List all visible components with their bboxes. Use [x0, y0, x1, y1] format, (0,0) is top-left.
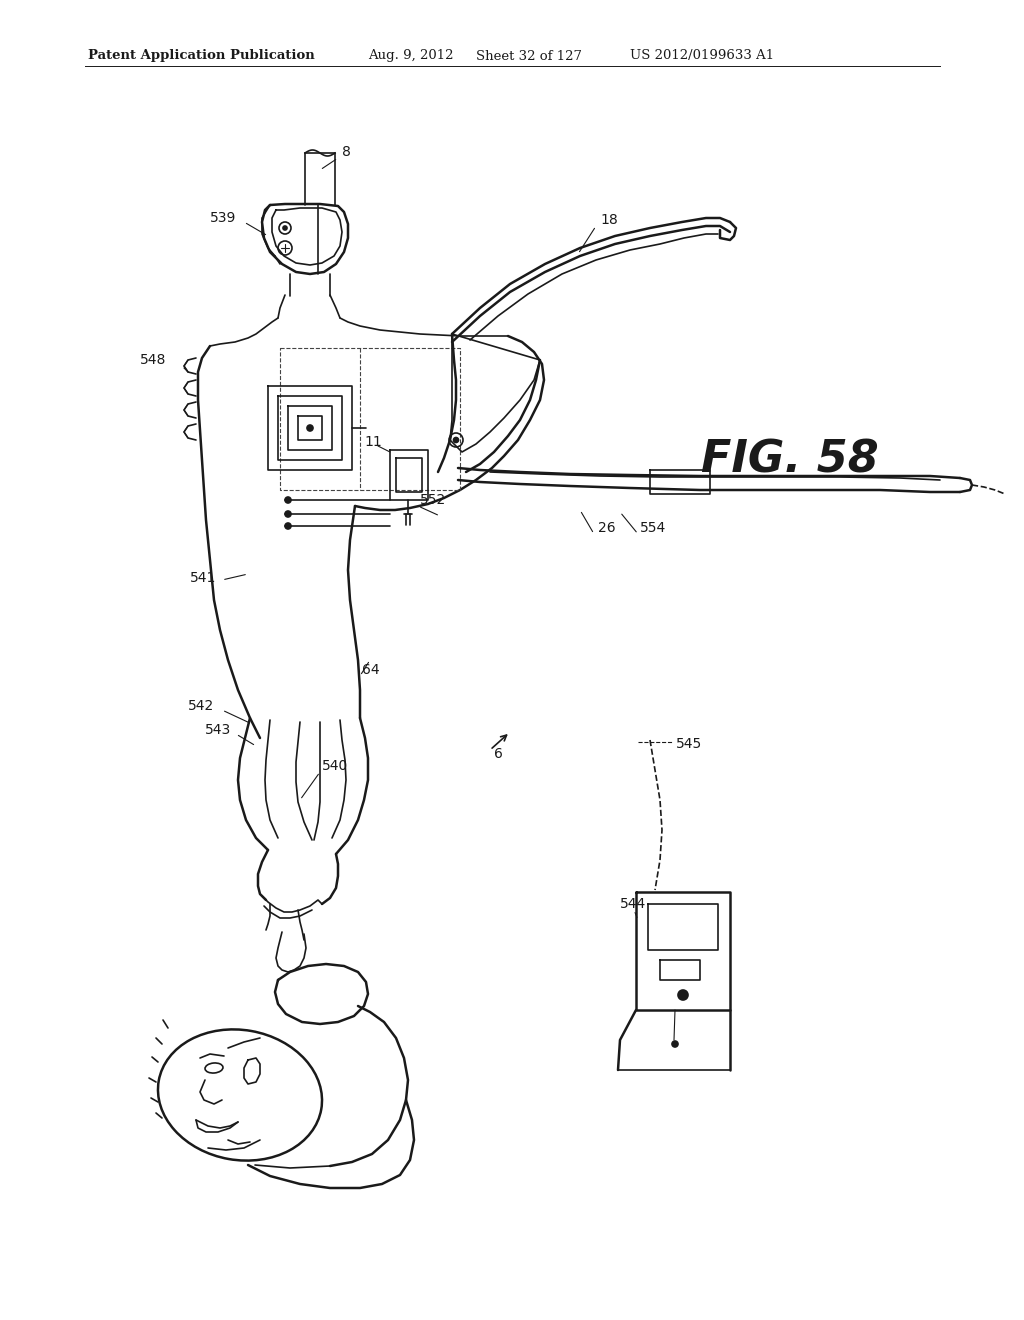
Circle shape: [307, 425, 313, 432]
Text: 543: 543: [205, 723, 231, 737]
Text: 6: 6: [494, 747, 503, 762]
Text: 541: 541: [190, 572, 216, 585]
Text: Sheet 32 of 127: Sheet 32 of 127: [476, 49, 582, 62]
Text: 544: 544: [620, 898, 646, 911]
Text: 554: 554: [640, 521, 667, 535]
Text: 18: 18: [600, 213, 617, 227]
Text: US 2012/0199633 A1: US 2012/0199633 A1: [630, 49, 774, 62]
Circle shape: [285, 511, 291, 517]
Circle shape: [672, 1041, 678, 1047]
Text: Aug. 9, 2012: Aug. 9, 2012: [368, 49, 454, 62]
Circle shape: [285, 498, 291, 503]
Circle shape: [454, 437, 459, 442]
Text: 545: 545: [676, 737, 702, 751]
Circle shape: [283, 226, 287, 230]
Text: 540: 540: [322, 759, 348, 774]
Text: Patent Application Publication: Patent Application Publication: [88, 49, 314, 62]
Circle shape: [678, 990, 688, 1001]
Text: 548: 548: [140, 352, 166, 367]
Text: 64: 64: [362, 663, 380, 677]
Text: 542: 542: [188, 700, 214, 713]
Circle shape: [285, 523, 291, 529]
Text: 26: 26: [598, 521, 615, 535]
Text: 11: 11: [364, 436, 382, 449]
Text: 539: 539: [210, 211, 237, 224]
Text: FIG. 58: FIG. 58: [701, 438, 879, 482]
Text: 552: 552: [420, 492, 446, 507]
Text: 8: 8: [342, 145, 351, 158]
